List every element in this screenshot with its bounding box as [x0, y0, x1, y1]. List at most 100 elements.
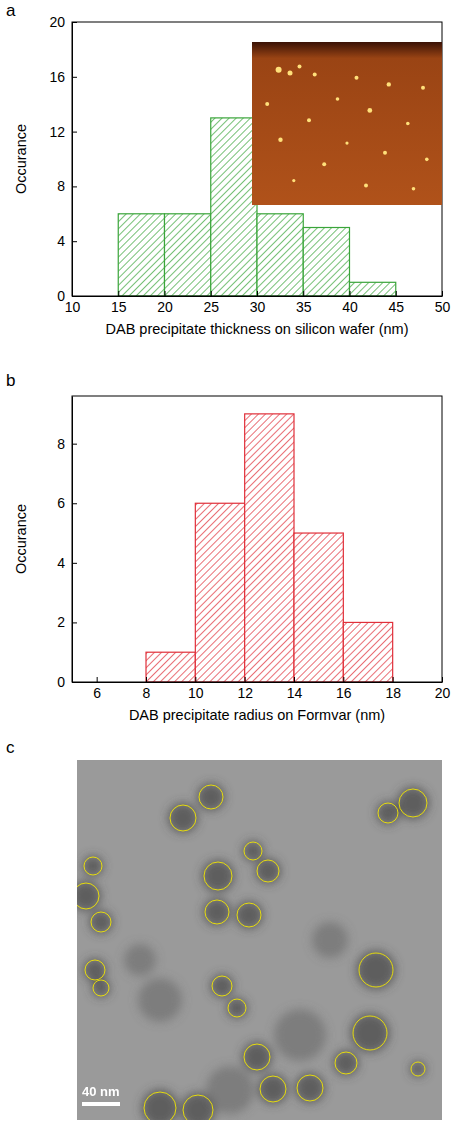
- afm-inset: [252, 42, 442, 205]
- precipitate-outline: [212, 976, 232, 996]
- y-tick: 8: [57, 178, 77, 194]
- x-tick-mark: [442, 291, 443, 296]
- bar: [303, 228, 349, 297]
- x-tick-label: 45: [388, 299, 404, 315]
- precipitate-blob: [77, 881, 101, 911]
- bar: [350, 282, 396, 296]
- y-tick-mark: [72, 132, 77, 133]
- bar: [245, 414, 294, 682]
- x-tick-mark: [118, 291, 119, 296]
- x-tick-mark: [257, 291, 258, 296]
- x-tick-mark: [97, 677, 98, 682]
- x-tick-mark: [211, 291, 212, 296]
- precipitate-outline: [93, 980, 109, 996]
- scale-bar: [82, 1102, 120, 1106]
- afm-particle: [298, 64, 302, 68]
- precipitate-blob: [243, 841, 264, 862]
- afm-particle: [425, 158, 429, 162]
- x-tick-label: 8: [143, 685, 151, 701]
- x-tick: 18: [385, 677, 401, 701]
- afm-particle: [383, 151, 387, 155]
- x-tick-mark: [146, 677, 147, 682]
- x-tick-mark: [442, 677, 443, 682]
- bar: [146, 652, 195, 682]
- x-tick-mark: [343, 677, 344, 682]
- y-tick-mark: [72, 186, 77, 187]
- y-tick-label: 2: [57, 614, 65, 630]
- panel-label: b: [6, 371, 15, 390]
- x-tick-label: 14: [287, 685, 303, 701]
- precipitate-blob: [202, 860, 234, 892]
- precipitate-blob: [350, 1013, 389, 1052]
- y-axis: 048121620: [49, 14, 77, 304]
- y-tick-mark: [72, 296, 77, 297]
- y-tick: 4: [57, 233, 77, 249]
- precipitate-blob: [377, 802, 400, 825]
- background-blob: [138, 978, 182, 1022]
- x-tick-label: 20: [435, 685, 451, 701]
- precipitate-blob: [84, 959, 107, 982]
- precipitate-outline: [183, 1095, 213, 1120]
- x-tick: 45: [388, 291, 404, 315]
- afm-particle: [387, 82, 391, 86]
- y-tick: 6: [57, 495, 77, 511]
- histogram-panel: 6810121416182002468DAB precipitate radiu…: [13, 396, 450, 723]
- afm-particle: [292, 179, 295, 182]
- precipitate-blob: [255, 858, 280, 883]
- x-tick: 20: [435, 677, 451, 701]
- plot-frame: [72, 22, 442, 296]
- precipitate-blob: [397, 787, 429, 819]
- micrograph: [77, 760, 442, 1120]
- precipitate-outline: [353, 1016, 387, 1050]
- precipitate-blob: [142, 1090, 179, 1120]
- afm-particle: [367, 108, 372, 113]
- x-tick-mark: [303, 291, 304, 296]
- precipitate-outline: [199, 785, 223, 809]
- x-axis-line: [73, 296, 443, 297]
- y-tick-label: 4: [57, 555, 65, 571]
- histogram-panel: 101520253035404550048121620DAB precipita…: [13, 14, 450, 337]
- y-tick-mark: [72, 22, 77, 23]
- precipitate-outline: [144, 1092, 176, 1120]
- precipitate-blob: [235, 901, 263, 929]
- x-tick: 30: [250, 291, 266, 315]
- y-tick-label: 4: [57, 233, 65, 249]
- micrograph-blobs: [77, 783, 429, 1120]
- afm-particle: [412, 187, 416, 191]
- x-tick: 25: [203, 291, 219, 315]
- precipitate-blob: [211, 975, 234, 998]
- y-tick-label: 20: [49, 14, 65, 30]
- x-tick-label: 12: [237, 685, 253, 701]
- x-axis-title: DAB precipitate thickness on silicon waf…: [105, 321, 408, 337]
- y-tick-mark: [72, 563, 77, 564]
- precipitate-outline: [77, 883, 99, 909]
- afm-particle: [276, 67, 282, 73]
- afm-particle: [307, 118, 311, 122]
- precipitate-outline: [228, 999, 246, 1017]
- x-axis-title: DAB precipitate radius on Formvar (nm): [129, 707, 385, 723]
- background-blob: [312, 922, 348, 958]
- bar: [343, 622, 392, 682]
- afm-particle: [313, 73, 317, 77]
- precipitate-outline: [257, 860, 279, 882]
- y-axis-title: Occurance: [13, 124, 29, 194]
- x-tick-label: 20: [157, 299, 173, 315]
- panel-label: a: [6, 1, 16, 20]
- precipitate-outline: [335, 1052, 357, 1074]
- y-axis-line: [72, 397, 73, 683]
- y-tick-mark: [72, 444, 77, 445]
- bar: [211, 118, 257, 296]
- precipitate-outline: [84, 857, 102, 875]
- x-tick: 40: [342, 291, 358, 315]
- precipitate-outline: [244, 842, 262, 860]
- x-tick-label: 10: [188, 685, 204, 701]
- x-tick-label: 18: [385, 685, 401, 701]
- y-tick: 4: [57, 555, 77, 571]
- afm-particle: [345, 141, 348, 144]
- figure: abc101520253035404550048121620DAB precip…: [0, 0, 463, 1125]
- y-tick-label: 8: [57, 178, 65, 194]
- x-tick-mark: [165, 291, 166, 296]
- precipitate-outline: [85, 960, 105, 980]
- afm-particle: [288, 70, 293, 75]
- afm-particle: [265, 102, 269, 106]
